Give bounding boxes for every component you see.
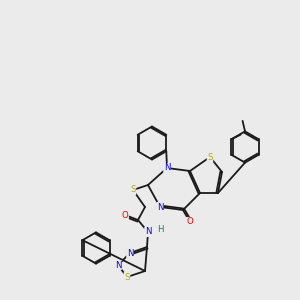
Text: H: H [157,226,163,235]
Text: S: S [207,152,213,161]
Text: S: S [124,272,130,281]
Text: S: S [130,185,136,194]
Text: O: O [122,211,128,220]
Text: N: N [164,164,170,172]
Text: N: N [115,260,121,269]
Text: N: N [145,227,151,236]
Text: O: O [187,218,194,226]
Text: N: N [127,248,133,257]
Text: N: N [157,202,163,211]
